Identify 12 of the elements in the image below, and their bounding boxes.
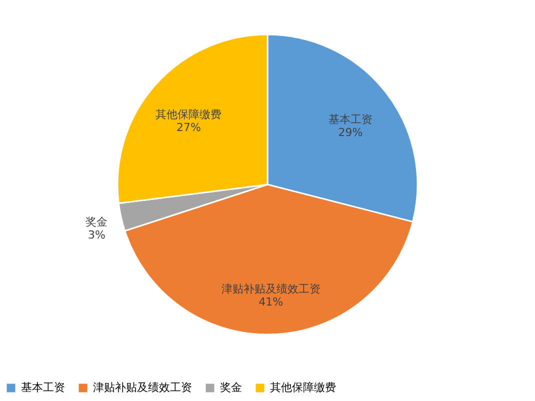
data-label: 3% [88,228,106,242]
data-label: 27% [176,121,201,134]
slice-label: 津贴补贴及绩效工资 [221,282,320,296]
data-label: 29% [338,126,363,140]
data-label: 41% [258,295,284,308]
legend-label: 基本工资 [21,381,65,394]
slice-label: 奖金 [86,216,108,229]
legend-label: 奖金 [220,381,242,394]
legend-label: 其他保障缴费 [270,381,336,394]
slice-label: 其他保障缴费 [156,108,222,122]
legend-label: 津贴补贴及绩效工资 [93,381,192,394]
slice-label: 基本工资 [328,113,372,126]
